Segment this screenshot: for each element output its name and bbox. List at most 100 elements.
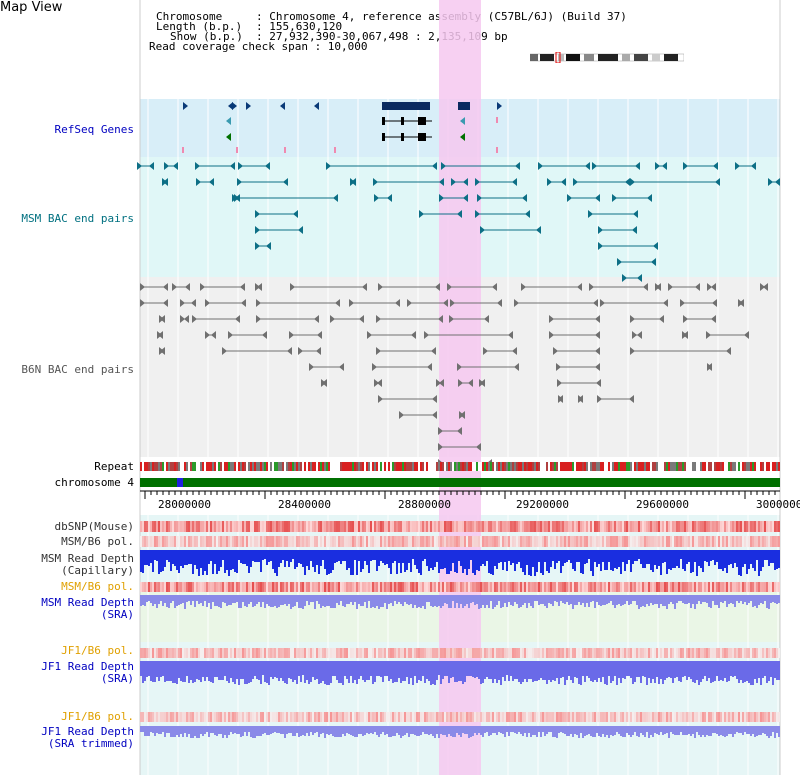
dbsnp-heat	[424, 521, 426, 532]
jf1-b6-pol-heat	[570, 648, 572, 658]
msm-b6-pol-heat	[716, 582, 718, 592]
jf1-trimmed-depth	[618, 726, 620, 734]
jf1-sra-depth	[286, 661, 288, 684]
msm-capillary-depth	[772, 550, 774, 563]
msm-b6-pol-heat	[368, 582, 370, 592]
msm-b6-pol-heat	[238, 582, 240, 592]
jf1-b6-pol-heat	[590, 712, 592, 722]
jf1-b6-pol-heat	[640, 712, 642, 722]
msm-capillary-depth	[172, 550, 174, 564]
jf1-trimmed-depth	[324, 726, 326, 738]
dbsnp-heat	[358, 521, 360, 532]
b6n-bac-end	[377, 379, 382, 387]
repeat-mark	[224, 462, 226, 471]
repeat-mark	[542, 462, 544, 471]
msm-capillary-depth	[652, 550, 654, 572]
msm-sra-depth	[328, 595, 330, 606]
msm-b6-pol-heat	[314, 536, 316, 547]
dbsnp-heat	[600, 521, 602, 532]
dbsnp-heat	[284, 521, 286, 532]
msm-sra-depth	[290, 595, 292, 609]
msm-capillary-depth	[406, 550, 408, 570]
msm-sra-depth	[400, 595, 402, 604]
jf1-b6-pol-heat	[576, 712, 578, 722]
msm-sra-depth	[316, 595, 318, 601]
dbsnp-heat	[526, 521, 528, 532]
jf1-sra-depth	[734, 661, 736, 676]
msm-capillary-depth	[342, 550, 344, 561]
msm-capillary-depth	[450, 550, 452, 571]
jf1-trimmed-depth	[614, 726, 616, 735]
repeat-mark	[622, 462, 624, 471]
repeat-mark	[244, 462, 246, 471]
msm-b6-pol-heat	[658, 582, 660, 592]
msm-sra-depth	[372, 595, 374, 607]
chromosome-ideogram[interactable]	[530, 52, 684, 63]
msm-b6-pol-heat	[576, 536, 578, 547]
jf1-trimmed-depth	[258, 726, 260, 736]
msm-capillary-depth	[314, 550, 316, 572]
msm-b6-pol-heat	[692, 536, 694, 547]
msm-capillary-depth	[744, 550, 746, 564]
track-label-b6n-bac[interactable]: B6N BAC end pairs	[21, 363, 134, 376]
jf1-b6-pol-heat	[514, 648, 516, 658]
msm-b6-pol-heat	[518, 536, 520, 547]
track-label-msm-bac[interactable]: MSM BAC end pairs	[21, 212, 134, 225]
msm-sra-depth	[658, 595, 660, 608]
jf1-b6-pol-heat	[382, 712, 384, 722]
jf1-sra-depth	[574, 661, 576, 677]
msm-b6-pol-heat	[380, 536, 382, 547]
msm-b6-pol-heat	[632, 536, 634, 547]
b6n-bac-end	[378, 283, 383, 291]
dbsnp-heat	[634, 521, 636, 532]
repeat-mark	[310, 462, 312, 471]
jf1-b6-pol-heat	[772, 712, 774, 722]
dbsnp-heat	[744, 521, 746, 532]
jf1-trimmed-depth	[474, 726, 476, 733]
jf1-trimmed-depth	[182, 726, 184, 737]
jf1-b6-pol-heat	[626, 712, 628, 722]
msm-sra-depth	[142, 595, 144, 605]
chromosome-bar	[140, 478, 780, 487]
jf1-b6-pol-heat	[486, 712, 488, 722]
track-label-refseq[interactable]: RefSeq Genes	[54, 123, 134, 136]
msm-b6-pol-heat	[680, 582, 682, 592]
msm-b6-pol-heat	[604, 582, 606, 592]
msm-sra-depth	[232, 595, 234, 603]
jf1-b6-pol-heat	[508, 648, 510, 658]
jf1-sra-depth	[302, 661, 304, 675]
jf1-b6-pol-heat	[500, 648, 502, 658]
msm-b6-pol-heat	[616, 582, 618, 592]
jf1-sra-depth	[710, 661, 712, 683]
msm-sra-depth	[438, 595, 440, 606]
jf1-sra-depth	[140, 661, 142, 676]
jf1-b6-pol-heat	[622, 648, 624, 658]
msm-b6-pol-heat	[148, 536, 150, 547]
jf1-b6-pol-heat	[738, 712, 740, 722]
jf1-b6-pol-heat	[590, 648, 592, 658]
msm-capillary-depth	[670, 550, 672, 570]
msm-b6-pol-heat	[342, 582, 344, 592]
jf1-b6-pol-heat	[420, 712, 422, 722]
jf1-sra-depth	[642, 661, 644, 676]
msm-b6-pol-heat	[514, 536, 516, 547]
axis-tick-label: 29600000	[636, 498, 689, 511]
msm-capillary-depth	[226, 550, 228, 570]
dbsnp-heat	[732, 521, 734, 532]
jf1-b6-pol-heat	[572, 712, 574, 722]
msm-sra-depth	[544, 595, 546, 606]
dbsnp-heat	[182, 521, 184, 532]
jf1-sra-depth	[346, 661, 348, 679]
msm-capillary-depth	[346, 550, 348, 570]
jf1-sra-depth	[768, 661, 770, 681]
msm-capillary-depth	[492, 550, 494, 575]
msm-capillary-depth	[288, 550, 290, 567]
dbsnp-heat	[432, 521, 434, 532]
msm-bac-end	[475, 178, 480, 186]
jf1-b6-pol-heat	[260, 712, 262, 722]
msm-b6-pol-heat	[700, 582, 702, 592]
jf1-b6-pol-heat	[470, 648, 472, 658]
msm-b6-pol-heat	[392, 582, 394, 592]
repeat-mark	[744, 462, 746, 471]
